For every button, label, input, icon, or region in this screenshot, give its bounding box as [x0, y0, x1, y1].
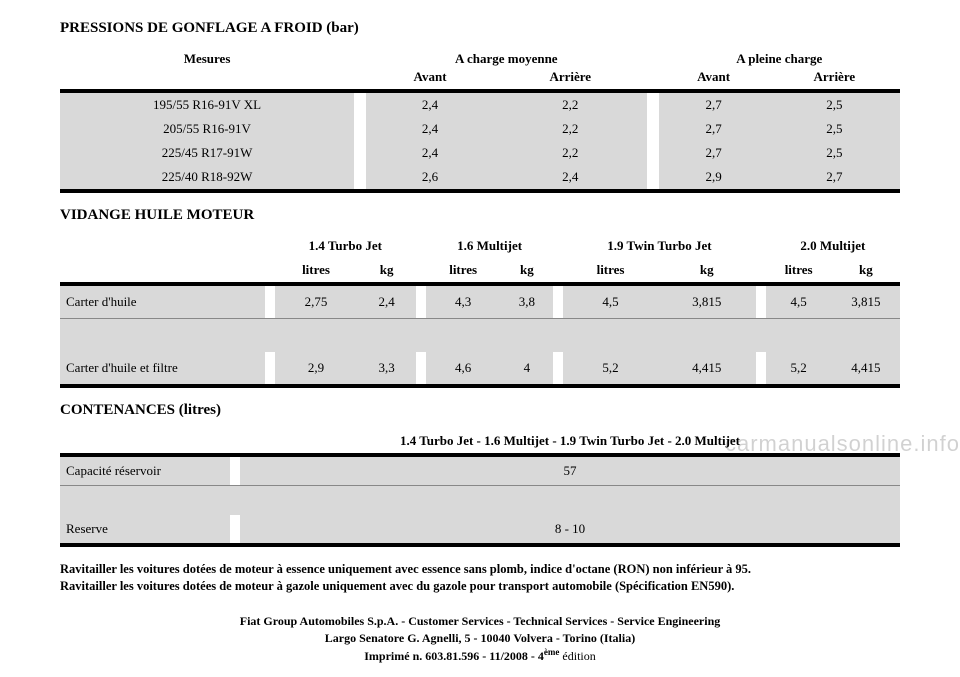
th-sub: kg — [658, 258, 756, 282]
cell: 2,9 — [275, 352, 358, 386]
table-row: Capacité réservoir 57 — [60, 455, 900, 485]
table-row: Reserve 8 - 10 — [60, 515, 900, 545]
cell: 2,7 — [769, 165, 900, 191]
th-sub: litres — [275, 258, 358, 282]
cell: 4,3 — [426, 284, 501, 318]
cell: 2,7 — [659, 141, 769, 165]
cell: 2,5 — [769, 117, 900, 141]
th-engine: 1.4 Turbo Jet — [275, 234, 416, 258]
cell: Reserve — [60, 515, 230, 545]
cell: 195/55 R16-91V XL — [60, 91, 354, 117]
note-line: Ravitailler les voitures dotées de moteu… — [60, 579, 734, 593]
footer: Fiat Group Automobiles S.p.A. - Customer… — [60, 613, 900, 665]
note-text: Ravitailler les voitures dotées de moteu… — [60, 561, 900, 595]
cell: 4,6 — [426, 352, 501, 386]
cell: 4,5 — [563, 284, 658, 318]
cell: 2,4 — [366, 91, 494, 117]
cell: 2,4 — [366, 141, 494, 165]
cell: 3,8 — [500, 284, 553, 318]
table-row: Carter d'huile 2,752,4 4,33,8 4,53,815 4… — [60, 284, 900, 318]
note-line: Ravitailler les voitures dotées de moteu… — [60, 562, 751, 576]
cell: 2,9 — [659, 165, 769, 191]
cell: 2,2 — [494, 141, 647, 165]
th-sub: kg — [832, 258, 900, 282]
cell: 225/40 R18-92W — [60, 165, 354, 191]
cell: 4,415 — [658, 352, 756, 386]
cell: 57 — [240, 455, 900, 485]
cell: 3,3 — [357, 352, 416, 386]
cell: 2,6 — [366, 165, 494, 191]
cell: 3,815 — [658, 284, 756, 318]
cell: 4,5 — [766, 284, 832, 318]
th-rear2: Arrière — [769, 69, 900, 89]
cell: 2,7 — [659, 117, 769, 141]
th-front1: Avant — [366, 69, 494, 89]
cell: 225/45 R17-91W — [60, 141, 354, 165]
table-row: 225/40 R18-92W 2,6 2,4 2,9 2,7 — [60, 165, 900, 191]
th-sub: litres — [766, 258, 832, 282]
th-tyres: Mesures — [60, 47, 354, 69]
cell: 5,2 — [563, 352, 658, 386]
cell: 4 — [500, 352, 553, 386]
cell: 4,415 — [832, 352, 900, 386]
cell: Capacité réservoir — [60, 455, 230, 485]
th-engine: 2.0 Multijet — [766, 234, 900, 258]
section3-title: CONTENANCES (litres) — [60, 402, 900, 419]
th-mid: A charge moyenne — [366, 47, 646, 69]
cell: 2,4 — [366, 117, 494, 141]
th-sub: kg — [500, 258, 553, 282]
cell: 3,815 — [832, 284, 900, 318]
oil-table: 1.4 Turbo Jet 1.6 Multijet 1.9 Twin Turb… — [60, 234, 900, 388]
watermark: carmanualsonline.info — [725, 431, 960, 457]
cell: 2,75 — [275, 284, 358, 318]
th-rear1: Arrière — [494, 69, 647, 89]
cell: 2,5 — [769, 91, 900, 117]
th-sub: litres — [563, 258, 658, 282]
cell: 2,4 — [494, 165, 647, 191]
th-sub: litres — [426, 258, 501, 282]
footer-line: Imprimé n. 603.81.596 - 11/2008 - 4ème é… — [60, 646, 900, 665]
cell: Carter d'huile — [60, 284, 265, 318]
cell: 2,7 — [659, 91, 769, 117]
table-row: Carter d'huile et filtre 2,93,3 4,64 5,2… — [60, 352, 900, 386]
th-full: A pleine charge — [659, 47, 900, 69]
cell: 8 - 10 — [240, 515, 900, 545]
section2-title: VIDANGE HUILE MOTEUR — [60, 207, 900, 224]
cell: 5,2 — [766, 352, 832, 386]
footer-line: Fiat Group Automobiles S.p.A. - Customer… — [60, 613, 900, 630]
cell: 2,4 — [357, 284, 416, 318]
th-front2: Avant — [659, 69, 769, 89]
table-row: 205/55 R16-91V 2,4 2,2 2,7 2,5 — [60, 117, 900, 141]
cell: Carter d'huile et filtre — [60, 352, 265, 386]
th-engine: 1.9 Twin Turbo Jet — [563, 234, 755, 258]
pressure-table: Mesures A charge moyenne A pleine charge… — [60, 47, 900, 193]
cell: 205/55 R16-91V — [60, 117, 354, 141]
cell: 2,2 — [494, 91, 647, 117]
table-row: 195/55 R16-91V XL 2,4 2,2 2,7 2,5 — [60, 91, 900, 117]
table-row: 225/45 R17-91W 2,4 2,2 2,7 2,5 — [60, 141, 900, 165]
cell: 2,2 — [494, 117, 647, 141]
cell: 2,5 — [769, 141, 900, 165]
footer-line: Largo Senatore G. Agnelli, 5 - 10040 Vol… — [60, 630, 900, 647]
th-engine: 1.6 Multijet — [426, 234, 553, 258]
th-sub: kg — [357, 258, 416, 282]
section1-title: PRESSIONS DE GONFLAGE A FROID (bar) — [60, 20, 900, 37]
